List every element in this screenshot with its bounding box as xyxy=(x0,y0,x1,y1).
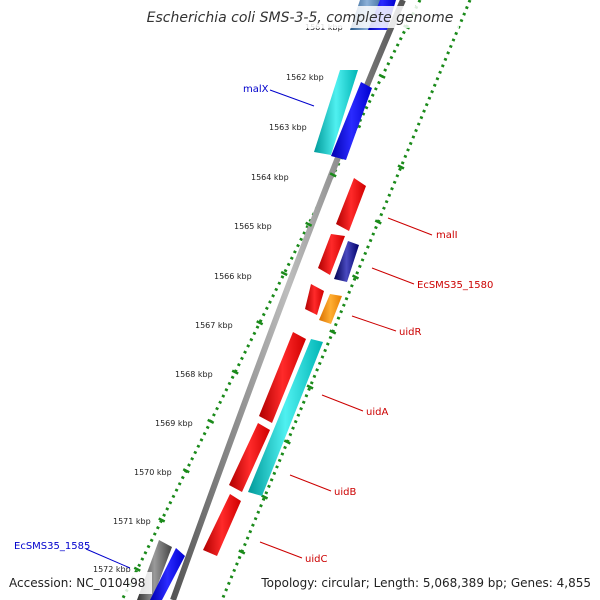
gene-label-uidA: uidA xyxy=(366,407,388,418)
tick-mark xyxy=(231,369,239,375)
gene-label-uidR: uidR xyxy=(399,327,421,338)
summary-backdrop xyxy=(256,572,596,594)
gene-label-malX: malX xyxy=(243,84,269,95)
tick-mark xyxy=(329,172,337,178)
tick-mark xyxy=(305,221,313,227)
tick-label-1572: 1572 kbp xyxy=(93,565,131,574)
outer-tick-mark xyxy=(306,384,314,390)
tick-label-1564: 1564 kbp xyxy=(251,173,289,182)
title-backdrop xyxy=(143,6,459,28)
feature-cyan-uidA xyxy=(248,339,323,496)
feature-red-uidC xyxy=(203,494,241,556)
summary-text: Topology: circular; Length: 5,068,389 bp… xyxy=(260,576,591,590)
leader-uidA xyxy=(321,394,364,412)
outer-tick-mark xyxy=(283,439,291,445)
tick-label-1562: 1562 kbp xyxy=(286,73,324,82)
outer-tick-mark xyxy=(261,494,269,500)
tick-mark xyxy=(378,73,386,79)
tick-mark xyxy=(133,566,141,572)
tick-labels: 1561 kbp 1562 kbp 1563 kbp 1564 kbp 1565… xyxy=(93,23,343,574)
gene-label-EcSMS35_1580: EcSMS35_1580 xyxy=(417,280,493,291)
feature-blue-1585 xyxy=(150,548,185,600)
leader-uidB xyxy=(289,474,332,492)
accession-backdrop xyxy=(4,572,152,594)
outer-tick-mark xyxy=(238,549,246,555)
leader-lines xyxy=(85,89,433,569)
leader-uidR xyxy=(351,315,397,332)
outer-tick-mark xyxy=(397,164,405,170)
tick-marks xyxy=(133,24,411,572)
feature-navy-1580 xyxy=(334,241,359,282)
gene-labels: malX malI EcSMS35_1580 uidR uidA uidB ui… xyxy=(14,84,493,565)
leader-malX xyxy=(269,89,315,107)
feature-blue-malX xyxy=(331,82,372,160)
feature-orange-uidR xyxy=(319,294,342,324)
tick-mark xyxy=(207,418,215,425)
feature-red-malI xyxy=(336,178,366,231)
gene-label-uidB: uidB xyxy=(334,487,356,498)
feature-cyan-malX xyxy=(314,70,358,155)
tick-mark xyxy=(182,468,190,474)
tick-mark xyxy=(158,517,166,523)
tick-mark xyxy=(256,320,264,326)
feature-red-uidR-left xyxy=(305,284,324,315)
gene-label-malI: malI xyxy=(436,230,458,241)
tick-label-1570: 1570 kbp xyxy=(134,468,172,477)
tick-label-1563: 1563 kbp xyxy=(269,123,307,132)
outer-tick-mark xyxy=(374,219,382,225)
accession-text: Accession: NC_010498 xyxy=(9,576,145,590)
feature-red-1580a xyxy=(318,234,345,275)
tick-label-1569: 1569 kbp xyxy=(155,419,193,428)
outer-dotted-track xyxy=(220,0,472,600)
gene-label-EcSMS35_1585: EcSMS35_1585 xyxy=(14,541,90,552)
outer-tick-mark xyxy=(351,274,360,280)
map-title: Escherichia coli SMS-3-5, complete genom… xyxy=(147,10,454,26)
tick-mark xyxy=(280,270,288,277)
tick-label-1565: 1565 kbp xyxy=(234,222,272,231)
leader-malI xyxy=(387,217,433,236)
tick-label-1568: 1568 kbp xyxy=(175,370,213,379)
tick-label-1571: 1571 kbp xyxy=(113,517,151,526)
genome-backbone xyxy=(170,0,406,600)
leader-1585 xyxy=(85,548,131,569)
feature-red-uidA xyxy=(259,332,306,423)
gene-label-uidC: uidC xyxy=(305,554,327,565)
tick-label-1566: 1566 kbp xyxy=(214,272,252,281)
tick-label-1567: 1567 kbp xyxy=(195,321,233,330)
feature-red-uidB xyxy=(229,423,270,492)
outer-tick-mark xyxy=(329,329,337,335)
leader-uidC xyxy=(259,541,303,559)
leader-1580 xyxy=(371,267,415,285)
